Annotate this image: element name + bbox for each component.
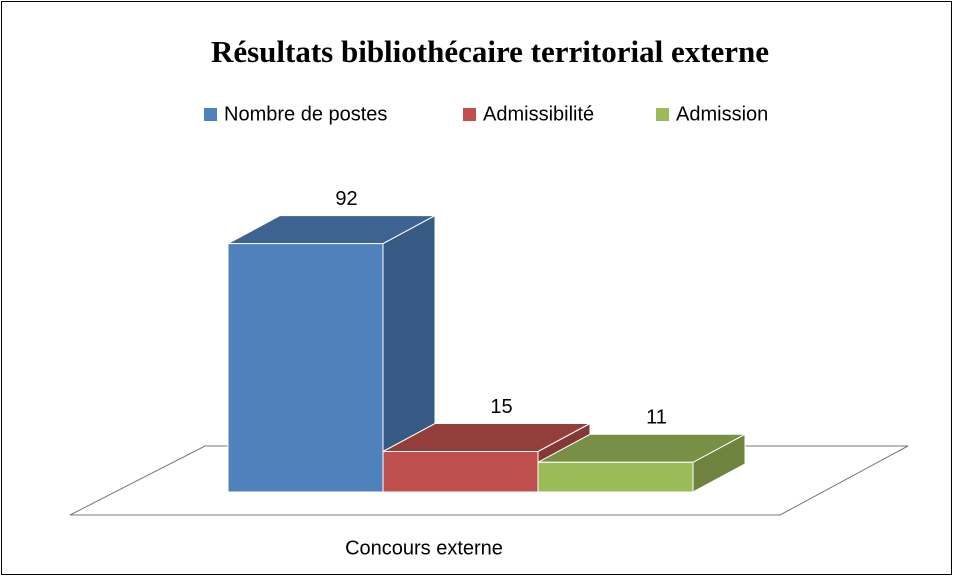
legend-swatch (463, 108, 476, 121)
data-label: 15 (490, 396, 512, 418)
legend-swatch (656, 108, 669, 121)
bar (537, 461, 694, 493)
legend-label: Admission (676, 103, 768, 125)
legend-label: Nombre de postes (224, 103, 387, 125)
data-label: 92 (335, 188, 357, 210)
data-label: 11 (646, 407, 667, 429)
legend-swatch (204, 108, 217, 121)
legend-label: Admissibilité (483, 103, 594, 125)
x-tick-label: Concours externe (345, 537, 503, 559)
bar (382, 451, 539, 493)
chart-title: Résultats bibliothécaire territorial ext… (211, 34, 769, 69)
bar (227, 243, 384, 493)
